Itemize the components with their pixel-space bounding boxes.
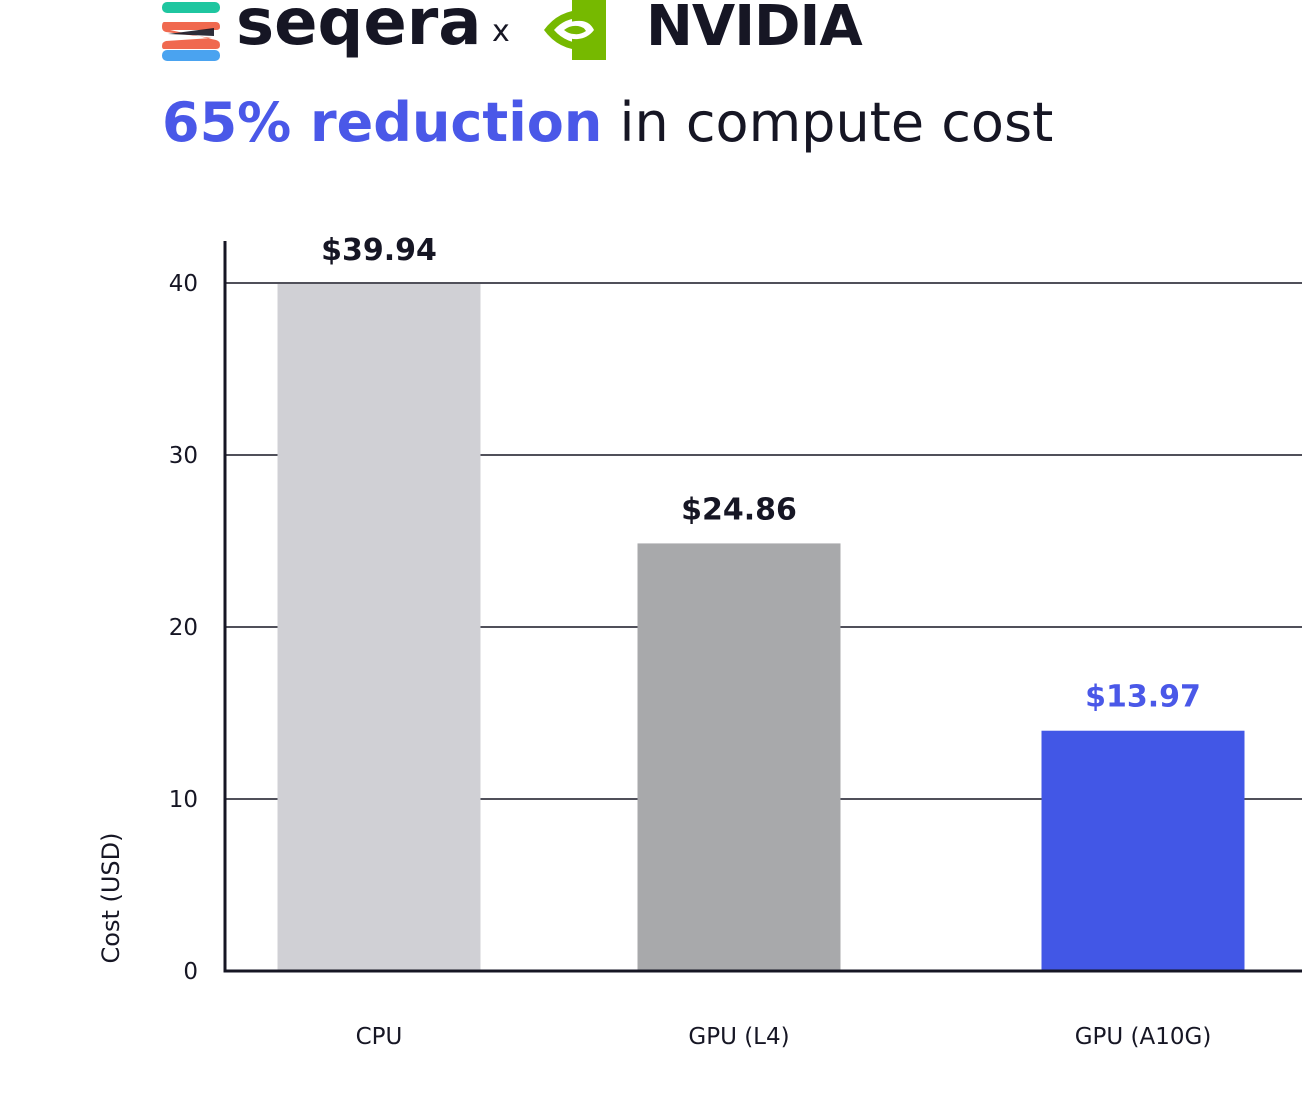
bar-gpu-a10g [1041,730,1245,971]
nvidia-wordmark: NVIDIA [646,0,863,59]
y-tick-label-40: 40 [169,271,198,297]
x-tick-label: CPU [356,1024,403,1050]
x-tick-label: GPU (A10G) [1075,1024,1212,1050]
y-tick-label-0: 0 [183,959,198,985]
y-tick-label-20: 20 [169,615,198,641]
axes [223,241,1302,973]
bar-cpu [277,284,481,972]
data-label: $39.94 [321,233,437,268]
logo-row: seqera x NVIDIA [162,0,922,62]
data-label: $24.86 [681,492,797,527]
seqera-logo-icon [162,2,220,61]
headline-rest: in compute cost [619,91,1054,154]
labels: 0 10 20 30 40 $39.94 CPU $24.86 GPU (L4) $13.97 GP… [97,233,1211,1050]
logo-separator: x [492,14,510,49]
x-tick-label: GPU (L4) [688,1024,789,1050]
y-tick-label-30: 30 [169,443,198,469]
seqera-wordmark: seqera [236,0,482,60]
y-tick-label-10: 10 [169,787,198,813]
bar-gpu-l4 [637,543,841,971]
data-label: $13.97 [1085,680,1201,715]
bars [277,284,1245,972]
headline: 65% reduction in compute cost [162,90,1053,156]
nvidia-eye-icon [542,0,606,60]
y-axis-label: Cost (USD) [97,833,125,964]
headline-highlight: 65% reduction [162,91,603,154]
